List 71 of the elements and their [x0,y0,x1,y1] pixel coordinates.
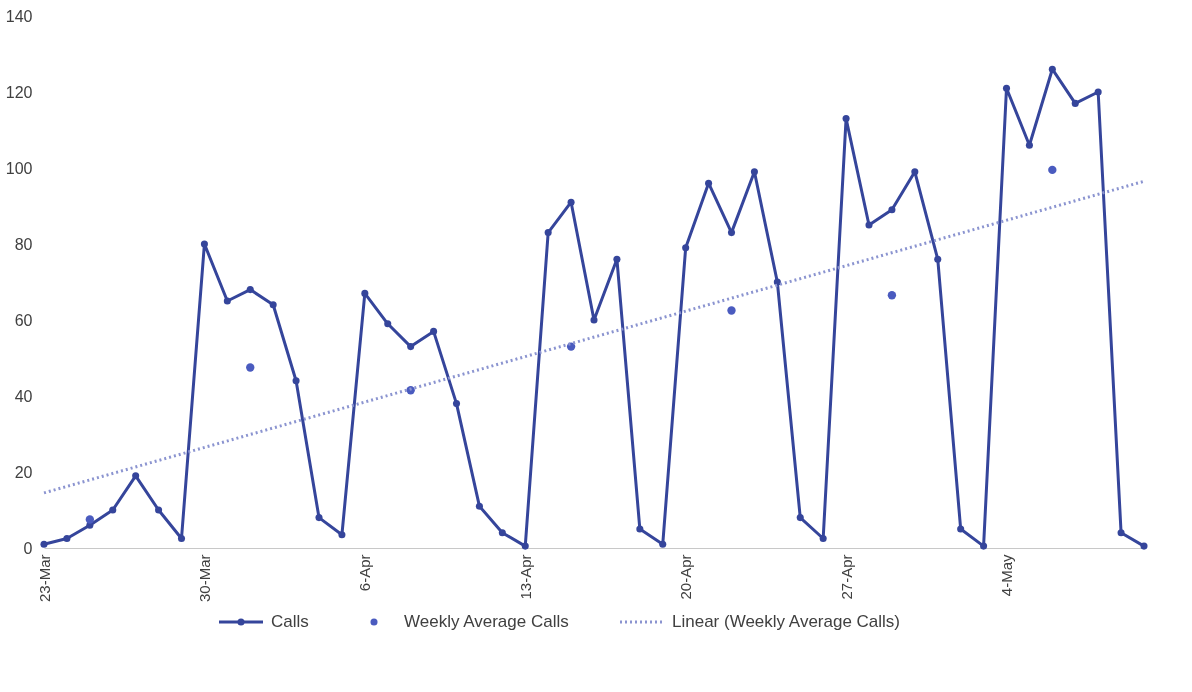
point [292,377,300,385]
point [773,278,781,286]
point [796,514,804,522]
point [544,229,552,237]
point [452,400,461,408]
point [1140,542,1148,550]
x-tick-label: 30-Mar [195,554,213,603]
point [567,198,575,206]
point [1117,529,1125,537]
point [1094,88,1102,96]
point [659,540,667,548]
point [1071,99,1079,107]
point [109,506,117,514]
x-tick-label: 27-Apr [837,554,855,600]
point [842,115,850,123]
y-tick-label: 40 [14,387,33,405]
point [200,240,208,248]
point [269,301,277,309]
x-tick-label: 23-Mar [35,554,53,603]
x-tick-label: 4-May [998,554,1015,597]
point [934,255,942,263]
point [727,306,736,315]
y-tick-label: 120 [5,83,33,101]
point [1048,165,1057,175]
point [1048,65,1056,73]
point [384,320,392,328]
point [705,179,713,187]
point [957,525,965,533]
y-tick-label: 100 [5,159,33,177]
point [1025,141,1033,149]
point [40,540,48,548]
point [590,316,598,324]
x-tick-label: 20-Apr [677,554,695,600]
point [177,534,186,543]
y-tick-label: 60 [14,311,33,329]
point [63,534,71,543]
point [750,168,758,176]
point [155,506,163,514]
point [361,289,369,297]
point [636,525,644,533]
y-tick-label: 0 [23,539,33,557]
point [132,472,140,480]
point [246,363,255,372]
point [475,502,483,510]
point [911,168,919,176]
point [865,221,873,229]
point [521,542,529,550]
legend-label: Calls [271,612,309,631]
point [315,514,323,522]
x-tick-label: 13-Apr [516,554,534,600]
point [888,206,896,214]
point [407,343,415,351]
point [1002,84,1011,92]
point [819,534,827,543]
y-tick-label: 80 [14,235,33,253]
y-tick-label: 140 [5,7,33,25]
legend-label: Linear (Weekly Average Calls) [672,612,901,631]
point [430,327,438,335]
point [246,286,254,294]
point [223,297,231,305]
point [682,244,690,252]
point [887,291,897,300]
y-tick-label: 20 [14,463,33,481]
x-tick-label: 6-Apr [356,554,374,592]
legend-label: Weekly Average Calls [404,612,569,631]
point [338,531,346,539]
point [980,542,988,550]
point [498,529,506,537]
point [613,255,621,263]
point [85,515,95,524]
point [727,229,736,237]
